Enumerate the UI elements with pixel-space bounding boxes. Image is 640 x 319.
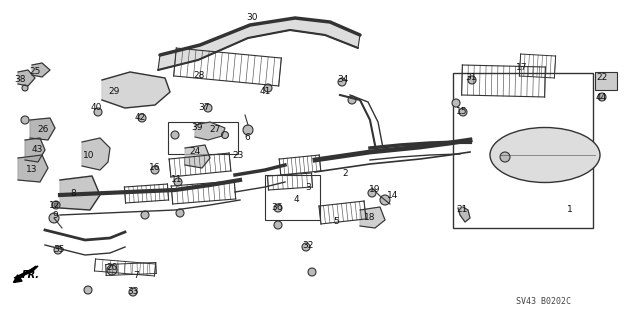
Circle shape xyxy=(176,209,184,217)
Circle shape xyxy=(84,286,92,294)
Text: 27: 27 xyxy=(209,125,221,135)
Text: 21: 21 xyxy=(456,205,468,214)
Text: 39: 39 xyxy=(191,122,203,131)
Circle shape xyxy=(171,131,179,139)
Text: 18: 18 xyxy=(364,212,376,221)
Text: 17: 17 xyxy=(516,63,528,72)
Text: 11: 11 xyxy=(172,175,183,184)
Polygon shape xyxy=(195,122,225,140)
Circle shape xyxy=(308,268,316,276)
Text: 19: 19 xyxy=(369,186,381,195)
Text: 14: 14 xyxy=(387,191,399,201)
Text: 43: 43 xyxy=(31,145,43,154)
Text: 34: 34 xyxy=(337,76,349,85)
Circle shape xyxy=(151,166,159,174)
Polygon shape xyxy=(30,118,55,140)
Circle shape xyxy=(264,84,272,92)
Circle shape xyxy=(468,76,476,84)
Polygon shape xyxy=(32,63,50,77)
Text: 44: 44 xyxy=(595,93,607,102)
Circle shape xyxy=(141,211,149,219)
Circle shape xyxy=(54,203,58,207)
Bar xyxy=(453,73,593,228)
Circle shape xyxy=(338,78,346,86)
Circle shape xyxy=(380,195,390,205)
Text: 30: 30 xyxy=(246,13,258,23)
Circle shape xyxy=(274,204,282,212)
Text: FR.: FR. xyxy=(22,270,40,280)
Polygon shape xyxy=(158,18,360,70)
Text: 40: 40 xyxy=(90,102,102,112)
Text: SV43 B0202C: SV43 B0202C xyxy=(515,296,570,306)
Text: 26: 26 xyxy=(37,125,49,135)
Circle shape xyxy=(94,108,102,116)
Text: 29: 29 xyxy=(108,87,120,97)
Text: 36: 36 xyxy=(271,203,283,211)
Text: 4: 4 xyxy=(293,196,299,204)
Circle shape xyxy=(129,288,137,296)
Text: 15: 15 xyxy=(456,108,468,116)
Circle shape xyxy=(302,243,310,251)
Text: 6: 6 xyxy=(244,132,250,142)
Circle shape xyxy=(459,108,467,116)
Text: 37: 37 xyxy=(198,102,210,112)
Circle shape xyxy=(107,265,117,275)
Circle shape xyxy=(49,213,59,223)
Polygon shape xyxy=(60,176,100,210)
Text: 25: 25 xyxy=(29,68,41,77)
Text: 10: 10 xyxy=(83,151,95,160)
Circle shape xyxy=(174,178,182,186)
Text: 5: 5 xyxy=(333,218,339,226)
Text: 33: 33 xyxy=(127,287,139,296)
Polygon shape xyxy=(185,145,210,168)
Text: 7: 7 xyxy=(133,271,139,279)
Text: 1: 1 xyxy=(567,205,573,214)
Text: 8: 8 xyxy=(70,189,76,197)
Circle shape xyxy=(21,116,29,124)
Text: 35: 35 xyxy=(53,244,65,254)
Polygon shape xyxy=(14,266,38,278)
Circle shape xyxy=(138,114,146,122)
Circle shape xyxy=(274,221,282,229)
Text: 16: 16 xyxy=(149,164,161,173)
Circle shape xyxy=(500,152,510,162)
Polygon shape xyxy=(360,207,385,228)
Text: 20: 20 xyxy=(106,263,118,272)
Text: 9: 9 xyxy=(52,211,58,219)
Text: 24: 24 xyxy=(189,147,200,157)
Circle shape xyxy=(54,246,62,254)
Text: 22: 22 xyxy=(596,73,607,83)
Bar xyxy=(265,175,320,220)
Text: 41: 41 xyxy=(259,86,271,95)
Bar xyxy=(168,122,238,154)
Polygon shape xyxy=(18,155,48,182)
Circle shape xyxy=(368,189,376,197)
Polygon shape xyxy=(18,70,35,86)
Text: 12: 12 xyxy=(49,201,61,210)
Text: 38: 38 xyxy=(14,76,26,85)
Circle shape xyxy=(598,93,606,101)
Text: 13: 13 xyxy=(26,166,38,174)
Circle shape xyxy=(243,125,253,135)
Bar xyxy=(595,72,617,90)
Circle shape xyxy=(452,99,460,107)
Text: 23: 23 xyxy=(232,151,244,160)
Circle shape xyxy=(52,201,60,209)
Polygon shape xyxy=(458,207,470,222)
Polygon shape xyxy=(102,72,170,108)
Circle shape xyxy=(204,104,212,112)
Circle shape xyxy=(221,131,228,138)
Polygon shape xyxy=(25,138,45,162)
Text: 28: 28 xyxy=(193,70,205,79)
Polygon shape xyxy=(82,138,110,170)
Text: 31: 31 xyxy=(465,72,477,81)
Text: 2: 2 xyxy=(342,168,348,177)
Text: 42: 42 xyxy=(134,113,146,122)
Text: 3: 3 xyxy=(305,183,311,192)
Circle shape xyxy=(348,96,356,104)
Circle shape xyxy=(22,85,28,91)
Ellipse shape xyxy=(490,128,600,182)
Text: 32: 32 xyxy=(302,241,314,249)
